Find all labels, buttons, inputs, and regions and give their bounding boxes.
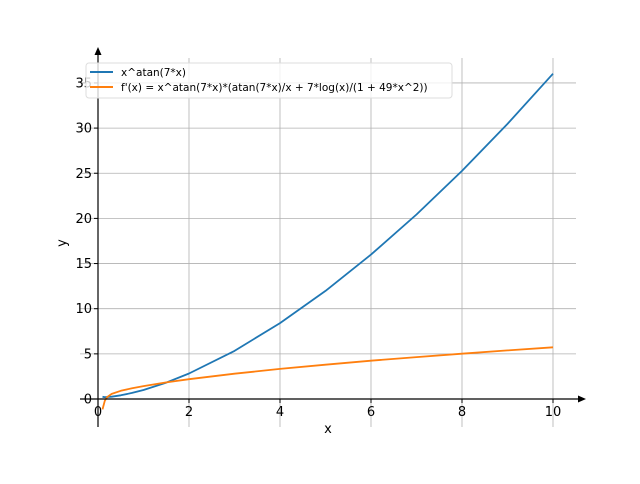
x-axis-label: x [324,422,332,437]
x-axis-arrow-icon [578,395,586,403]
axes [80,47,586,427]
x-tick-label: 0 [94,405,102,420]
x-tick-label: 6 [367,405,375,420]
y-tick-label: 30 [75,122,92,137]
grid [80,58,576,427]
x-tick-label: 4 [276,405,284,420]
x-tick-label: 8 [458,405,466,420]
legend-box [85,62,453,99]
y-tick-label: 20 [75,212,92,227]
y-tick-label: 0 [84,393,92,408]
legend-label-0: x^atan(7*x) [121,67,186,79]
legend-label-1: f'(x) = x^atan(7*x)*(atan(7*x)/x + 7*log… [121,82,428,94]
series-line-0 [102,73,554,399]
y-tick-label: 5 [84,347,92,362]
y-axis-arrow-icon [94,47,102,55]
x-tick-label: 10 [545,405,562,420]
y-axis-label: y [55,239,70,247]
y-tick-label: 25 [75,167,92,182]
series-line-1 [101,346,554,410]
y-tick-label: 10 [75,302,92,317]
series-lines [101,73,554,410]
x-tick-label: 2 [185,405,193,420]
y-tick-label: 15 [75,257,92,272]
legend: x^atan(7*x) f'(x) = x^atan(7*x)*(atan(7*… [85,62,453,99]
